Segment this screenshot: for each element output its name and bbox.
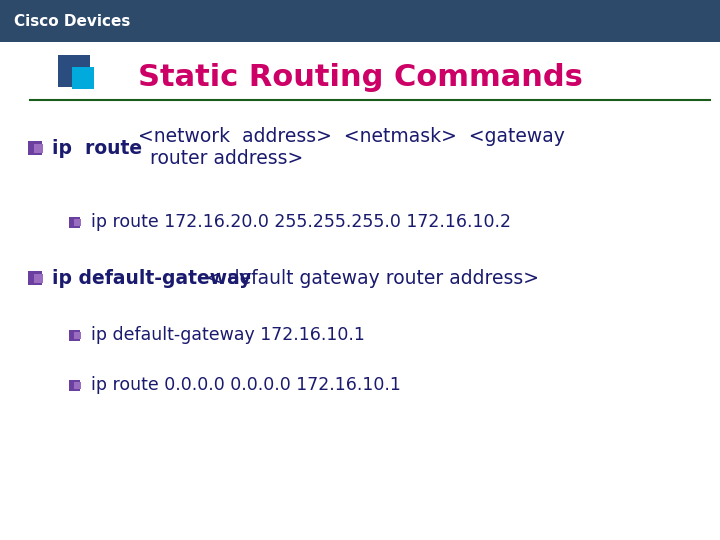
Bar — [74, 332, 81, 339]
Text: ip default-gateway 172.16.10.1: ip default-gateway 172.16.10.1 — [91, 326, 365, 344]
Text: Cisco Devices: Cisco Devices — [14, 14, 130, 29]
Text: ip route 172.16.20.0 255.255.255.0 172.16.10.2: ip route 172.16.20.0 255.255.255.0 172.1… — [91, 213, 511, 231]
Bar — [28, 271, 42, 285]
Text: < default gateway router address>: < default gateway router address> — [199, 268, 539, 287]
Bar — [69, 380, 80, 391]
Bar — [74, 219, 81, 226]
Text: ip  route: ip route — [52, 138, 142, 158]
Text: Static Routing Commands: Static Routing Commands — [138, 64, 582, 92]
Bar — [34, 274, 43, 283]
Bar — [34, 144, 43, 153]
Bar — [74, 382, 81, 389]
Bar — [72, 67, 94, 89]
Text: ip default-gateway: ip default-gateway — [52, 268, 251, 287]
Bar — [69, 330, 80, 341]
Bar — [58, 55, 90, 87]
Bar — [0, 0, 720, 42]
Bar — [69, 217, 80, 228]
Bar — [28, 141, 42, 155]
Text: ip route 0.0.0.0 0.0.0.0 172.16.10.1: ip route 0.0.0.0 0.0.0.0 172.16.10.1 — [91, 376, 401, 394]
Text: <network  address>  <netmask>  <gateway
    router address>: <network address> <netmask> <gateway rou… — [126, 127, 564, 168]
